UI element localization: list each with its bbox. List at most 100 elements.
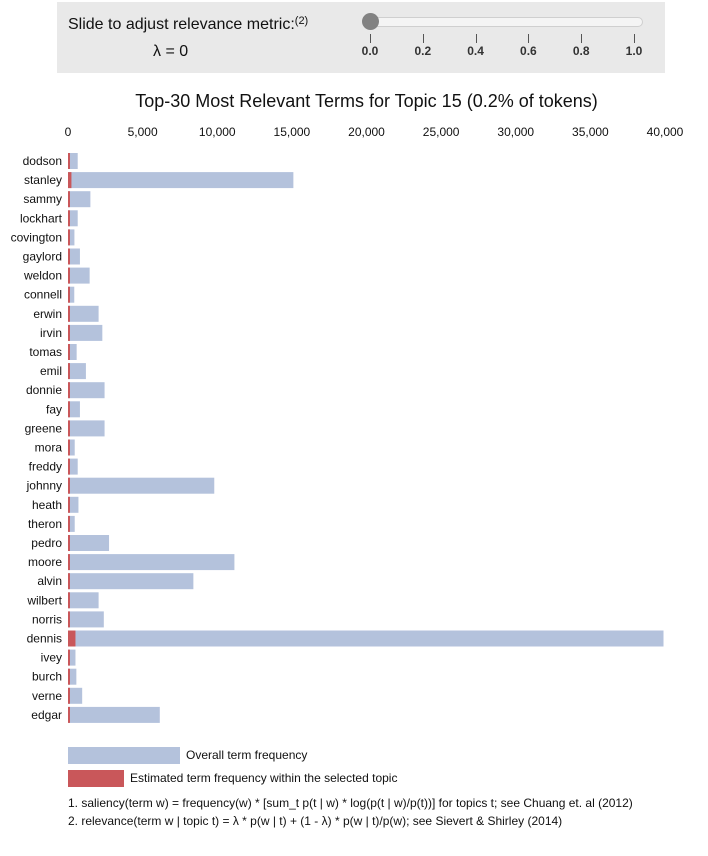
term-label: verne (32, 689, 62, 703)
slider-thumb[interactable] (362, 13, 379, 30)
overall-frequency-bar (68, 382, 105, 399)
overall-frequency-bar (68, 458, 78, 475)
topic-frequency-bar (68, 649, 70, 666)
term-label: emil (40, 364, 62, 378)
x-axis-tick-label: 20,000 (348, 125, 385, 139)
overall-frequency-bar (68, 668, 77, 685)
x-axis-tick-label: 35,000 (572, 125, 609, 139)
term-label: stanley (24, 173, 62, 187)
topic-frequency-bar (68, 172, 72, 189)
overall-frequency-bar (68, 324, 103, 341)
topic-frequency-bar (68, 554, 70, 571)
overall-frequency-bar (68, 611, 104, 628)
topic-frequency-bar (68, 382, 70, 399)
lambda-value: λ = 0 (153, 43, 189, 60)
topic-frequency-bar (68, 210, 70, 227)
chart-title: Top-30 Most Relevant Terms for Topic 15 … (135, 91, 598, 111)
overall-frequency-bar (68, 401, 80, 418)
relevance-slider-panel: Slide to adjust relevance metric:(2) λ =… (57, 2, 665, 73)
overall-frequency-bar (68, 229, 75, 246)
term-label: donnie (26, 383, 62, 397)
term-label: wilbert (26, 593, 62, 607)
topic-frequency-bar (68, 592, 70, 609)
topic-frequency-bar (68, 515, 70, 532)
slider-tick-label: 1.0 (625, 44, 643, 58)
overall-frequency-bar (68, 172, 294, 189)
overall-frequency-bar (68, 496, 79, 513)
slider-label-footnote-ref: (2) (294, 15, 309, 27)
footnote-relevance: 2. relevance(term w | topic t) = λ * p(w… (68, 814, 563, 828)
overall-frequency-bar (68, 344, 77, 360)
term-label: norris (32, 612, 62, 626)
overall-frequency-bar (68, 687, 83, 704)
topic-frequency-bar (68, 344, 70, 360)
overall-frequency-bar (68, 248, 80, 265)
term-label: freddy (29, 460, 62, 474)
overall-frequency-bar (68, 267, 90, 284)
topic-frequency-bar (68, 611, 70, 628)
term-label: heath (32, 498, 62, 512)
term-label: gaylord (23, 250, 62, 264)
x-axis-tick-label: 30,000 (497, 125, 534, 139)
term-label: alvin (37, 574, 62, 588)
term-label: theron (28, 517, 62, 531)
overall-frequency-bar (68, 420, 105, 437)
term-label: dodson (23, 154, 62, 168)
overall-frequency-bar (68, 515, 75, 532)
slider-tick-label: 0.2 (414, 44, 432, 58)
topic-frequency-bar (68, 668, 70, 685)
overall-frequency-bar (68, 477, 215, 494)
topic-frequency-bar (68, 305, 70, 322)
slider-tick-label: 0.8 (572, 44, 590, 58)
slider-tick-label: 0.0 (361, 44, 379, 58)
overall-frequency-bar (68, 706, 160, 723)
topic-frequency-bar (68, 267, 70, 284)
slider-tick-label: 0.4 (467, 44, 484, 58)
term-label: pedro (31, 536, 62, 550)
slider-tick (475, 34, 477, 43)
term-label: johnny (26, 479, 62, 493)
overall-frequency-bar (68, 439, 75, 456)
overall-frequency-bar (68, 286, 75, 303)
topic-frequency-bar (68, 153, 70, 169)
x-axis-tick-label: 15,000 (274, 125, 311, 139)
term-label: lockhart (20, 211, 63, 225)
legend-topic-label: Estimated term frequency within the sele… (130, 771, 398, 785)
topic-frequency-bar (68, 191, 70, 208)
term-label: tomas (29, 345, 62, 359)
overall-frequency-bar (68, 554, 235, 571)
term-label: erwin (33, 307, 62, 321)
legend-overall-swatch (68, 747, 180, 764)
slider-track[interactable] (362, 17, 643, 27)
x-axis-tick-label: 40,000 (647, 125, 684, 139)
topic-frequency-bar (68, 324, 70, 341)
overall-frequency-bar (68, 210, 78, 227)
overall-frequency-bar (68, 630, 664, 647)
overall-frequency-bar (68, 363, 86, 380)
term-label: dennis (27, 632, 62, 646)
slider-tick (370, 34, 371, 43)
term-label: fay (46, 402, 62, 416)
overall-frequency-bar (68, 535, 110, 551)
overall-frequency-bar (68, 573, 194, 590)
topic-frequency-bar (68, 458, 70, 475)
topic-frequency-bar (68, 687, 70, 704)
term-label: ivey (41, 651, 62, 665)
topic-frequency-bar (68, 439, 70, 456)
topic-frequency-bar (68, 630, 76, 647)
topic-frequency-bar (68, 573, 70, 590)
topic-frequency-bar (68, 420, 70, 437)
overall-frequency-bar (68, 305, 99, 322)
overall-frequency-bar (68, 649, 76, 666)
topic-frequency-bar (68, 477, 70, 494)
topic-frequency-bar (68, 706, 70, 723)
bar-chart: 0 5,000 10,000 15,000 20,000 25,000 30,000 35,0… (11, 125, 684, 723)
topic-frequency-bar (68, 286, 70, 303)
x-axis-tick-label: 10,000 (199, 125, 236, 139)
term-label: connell (24, 288, 62, 302)
topic-frequency-bar (68, 363, 70, 380)
topic-frequency-bar (68, 401, 70, 418)
overall-frequency-bar (68, 592, 99, 609)
term-label: moore (28, 555, 62, 569)
term-label: covington (11, 230, 62, 244)
